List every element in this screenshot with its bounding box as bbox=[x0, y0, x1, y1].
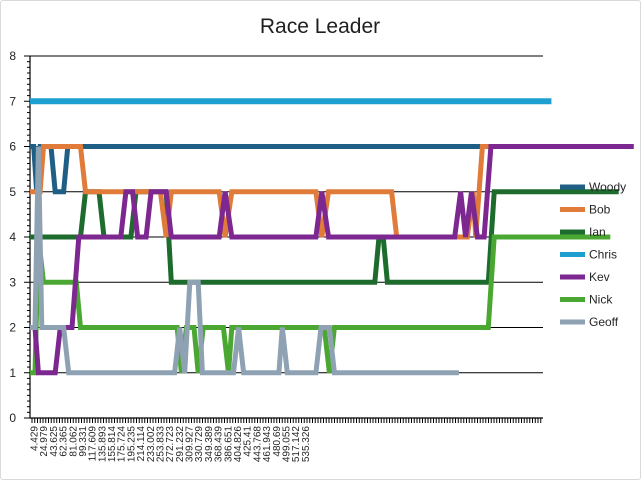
y-tick-label: 5 bbox=[9, 185, 16, 199]
x-tick-label: 175.724 bbox=[117, 426, 128, 463]
x-tick-label: 386.651 bbox=[223, 426, 234, 463]
x-tick-label: 291.232 bbox=[175, 426, 186, 463]
series-line-geoff bbox=[30, 146, 459, 376]
x-tick-label: 155.814 bbox=[107, 426, 118, 463]
x-tick-label: 62.365 bbox=[59, 426, 70, 457]
x-tick-label: 499.055 bbox=[281, 426, 292, 463]
x-tick-label: 404.826 bbox=[233, 426, 244, 463]
legend-item-chris: Chris bbox=[560, 248, 617, 262]
legend-label: Kev bbox=[589, 270, 610, 284]
x-tick-label: 253.833 bbox=[156, 426, 167, 463]
x-tick-label: 517.142 bbox=[291, 426, 302, 463]
y-tick-label: 7 bbox=[9, 94, 16, 108]
series-line-kev bbox=[30, 144, 634, 376]
axes bbox=[24, 55, 543, 423]
legend-label: Chris bbox=[589, 248, 617, 262]
y-tick-label: 0 bbox=[9, 411, 16, 425]
x-tick-label: 461.943 bbox=[262, 426, 273, 463]
x-tick-label: 117.609 bbox=[88, 426, 99, 462]
x-tick-label: 443.768 bbox=[252, 426, 263, 463]
legend-label: Bob bbox=[589, 203, 611, 217]
x-tick-label: 425.41 bbox=[243, 426, 254, 457]
y-tick-labels: 0 1 2 3 4 5 6 7 8 bbox=[9, 49, 16, 425]
x-tick-label: 43.625 bbox=[49, 426, 60, 457]
x-tick-label: 81.062 bbox=[68, 426, 79, 457]
x-tick-label: 195.235 bbox=[126, 426, 137, 463]
x-tick-label: 214.114 bbox=[136, 426, 147, 462]
series-lines bbox=[30, 98, 634, 376]
y-tick-label: 8 bbox=[9, 49, 16, 63]
legend: Woody Bob Ian Chris Kev Nick Geoff bbox=[560, 180, 626, 329]
x-tick-label: 99.331 bbox=[78, 426, 89, 457]
legend-item-nick: Nick bbox=[560, 293, 613, 307]
x-tick-label: 330.729 bbox=[194, 426, 205, 463]
legend-label: Nick bbox=[589, 293, 613, 307]
legend-item-ian: Ian bbox=[560, 225, 606, 239]
legend-label: Geoff bbox=[589, 315, 619, 329]
x-tick-label: 24.979 bbox=[39, 426, 50, 457]
legend-label: Ian bbox=[589, 225, 606, 239]
x-tick-label: 535.326 bbox=[301, 426, 312, 463]
legend-item-woody: Woody bbox=[560, 180, 626, 194]
x-tick-label: 480.69 bbox=[272, 426, 283, 457]
x-tick-label: 272.723 bbox=[165, 426, 176, 463]
x-tick-label: 349.389 bbox=[204, 426, 215, 463]
chart-title: Race Leader bbox=[260, 15, 380, 38]
x-tick-label: 368.439 bbox=[214, 426, 225, 463]
y-tick-label: 3 bbox=[9, 275, 16, 289]
x-tick-label: 4.429 bbox=[30, 426, 41, 451]
legend-item-kev: Kev bbox=[560, 270, 610, 284]
series-line-woody bbox=[30, 144, 485, 195]
legend-label: Woody bbox=[589, 180, 626, 194]
x-tick-label: 309.927 bbox=[185, 426, 196, 463]
y-tick-label: 2 bbox=[9, 321, 16, 335]
y-tick-label: 1 bbox=[9, 366, 16, 380]
y-tick-label: 6 bbox=[9, 140, 16, 154]
y-tick-label: 4 bbox=[9, 230, 16, 244]
legend-item-geoff: Geoff bbox=[560, 315, 619, 329]
x-tick-label: 135.893 bbox=[97, 426, 108, 463]
x-tick-label: 233.002 bbox=[146, 426, 157, 463]
x-tick-labels: 4.42924.97943.62562.36581.06299.331117.6… bbox=[30, 426, 312, 463]
legend-item-bob: Bob bbox=[560, 203, 611, 217]
